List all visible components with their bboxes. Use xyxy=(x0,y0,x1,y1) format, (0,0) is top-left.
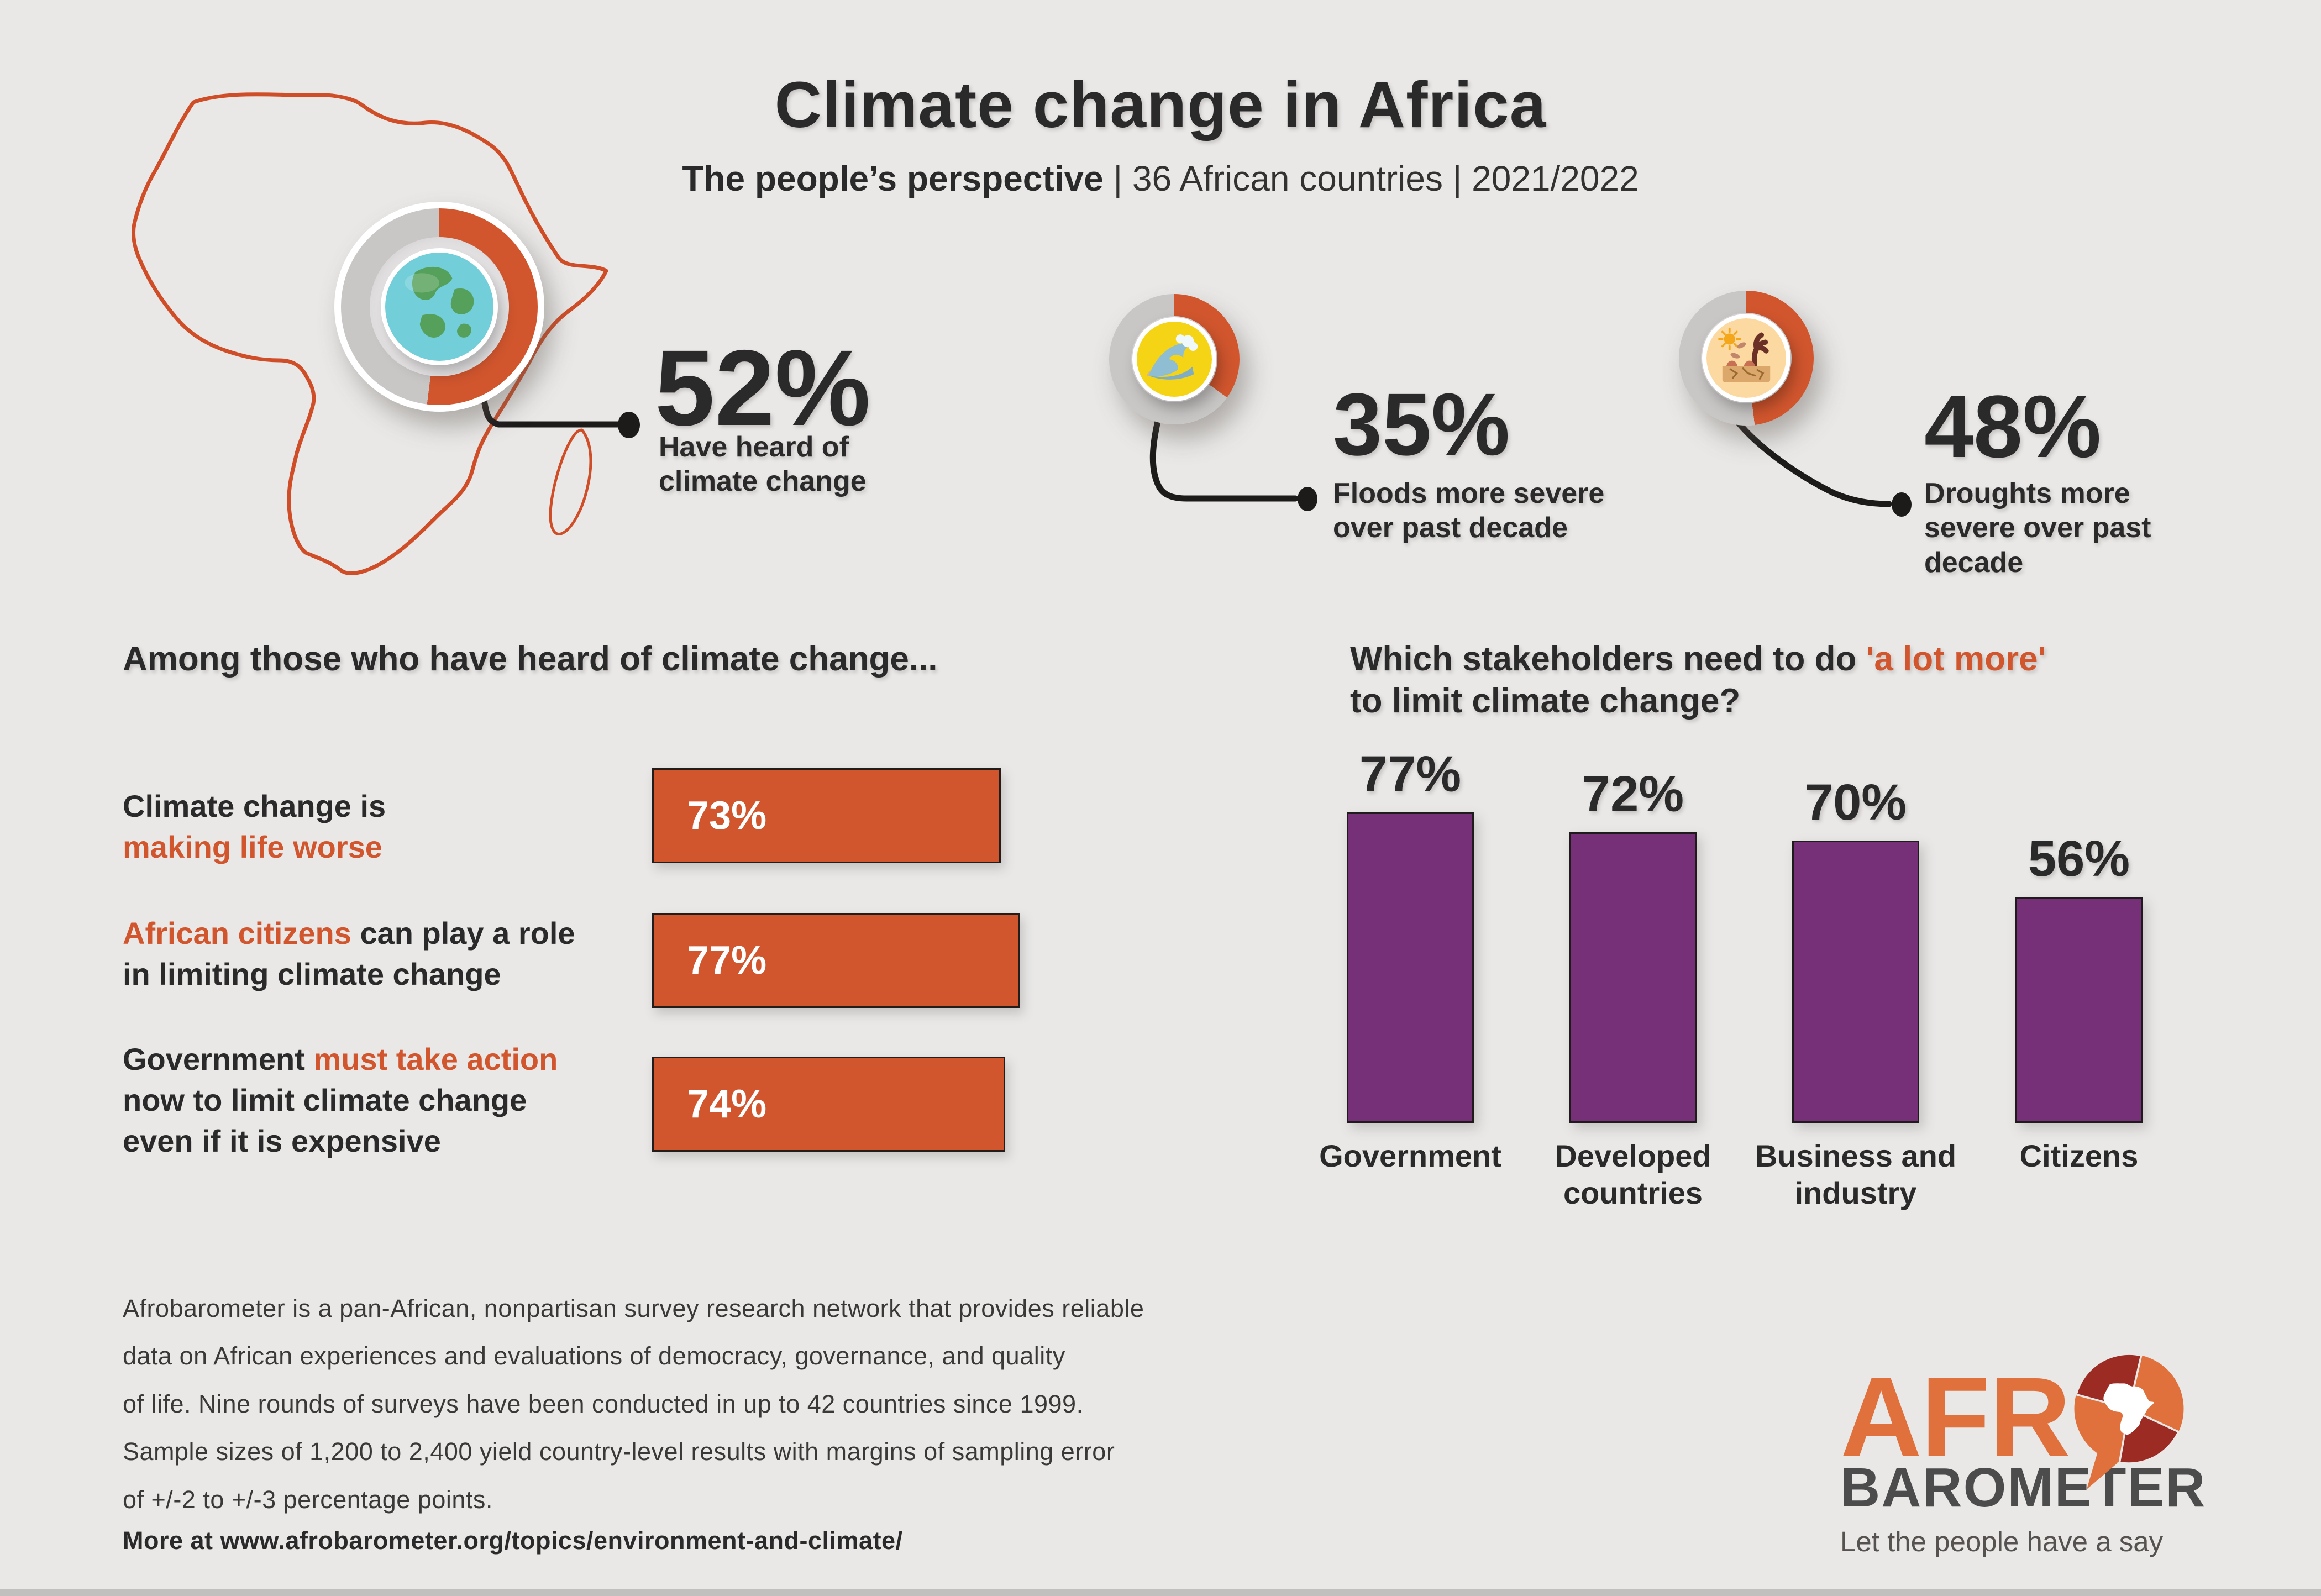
vbar-column-developed-countries: 72% xyxy=(1569,765,1697,1123)
hbar-life-worse: 73% xyxy=(652,768,1001,863)
left-section-heading: Among those who have heard of climate ch… xyxy=(123,640,938,678)
connector-dot-droughts xyxy=(1892,492,1912,517)
stat-value-droughts: 48% xyxy=(1924,377,2102,476)
connector-dot-heard xyxy=(618,412,640,438)
vbar-column-citizens: 56% xyxy=(2015,830,2143,1123)
afrobarometer-logo: AFR BAROMETER Let the people have a say xyxy=(1840,1353,2271,1558)
vbar-column-business-industry: 70% xyxy=(1792,774,1919,1123)
speech-bubble-africa-icon xyxy=(2074,1353,2184,1489)
vbar-business-industry xyxy=(1792,841,1919,1123)
bar-row-label-life-worse: Climate change is making life worse xyxy=(123,789,386,864)
vbar-value-label: 72% xyxy=(1582,766,1684,822)
stat-label-floods: Floods more severe over past decade xyxy=(1333,477,1605,544)
page-title: Climate change in Africa xyxy=(774,69,1547,141)
donut-chart-floods xyxy=(1109,294,1240,424)
logo-barometer-text: BAROMETER xyxy=(1840,1457,2207,1519)
vbar-value-label: 70% xyxy=(1804,774,1907,831)
drought-icon xyxy=(1706,318,1786,398)
hbar-citizens-role: 77% xyxy=(652,913,1020,1008)
subtitle-rest-text: | 36 African countries | 2021/2022 xyxy=(1103,159,1639,198)
vbar-category-business-industry: Business and industry xyxy=(1755,1138,1957,1211)
vbar-developed-countries xyxy=(1569,832,1697,1123)
vbar-category-government: Government xyxy=(1319,1138,1501,1173)
bar-row-label-government-action: Government must take action now to limit… xyxy=(123,1042,558,1158)
connector-line-floods xyxy=(1149,411,1299,502)
logo-tagline: Let the people have a say xyxy=(1840,1526,2164,1557)
stat-label-heard: Have heard of climate change xyxy=(659,431,867,498)
right-section-heading: Which stakeholders need to do 'a lot mor… xyxy=(1350,640,2046,720)
donut-chart-droughts xyxy=(1679,291,1814,426)
stat-value-heard: 52% xyxy=(655,328,871,448)
madagascar-outline-icon xyxy=(549,428,592,536)
donut-hole xyxy=(1701,313,1792,403)
wave-icon xyxy=(1137,322,1212,397)
vbar-category-developed-countries: Developed countries xyxy=(1555,1138,1711,1211)
hbar-value-label: 74% xyxy=(687,1082,767,1126)
bar-row-label-citizens-role: African citizens can play a role in limi… xyxy=(123,916,575,991)
donut-chart-heard xyxy=(334,202,544,412)
hbar-value-label: 73% xyxy=(687,794,767,838)
footer-more-url: More at www.afrobarometer.org/topics/env… xyxy=(123,1526,903,1555)
globe-icon xyxy=(385,253,493,361)
donut-hole xyxy=(370,237,509,376)
vbar-value-label: 56% xyxy=(2028,831,2130,887)
hbar-government-action: 74% xyxy=(652,1057,1005,1152)
connector-line-droughts xyxy=(1728,410,1892,507)
logo-afr-text: AFR xyxy=(1840,1354,2071,1481)
vbar-column-government: 77% xyxy=(1347,746,1474,1123)
drought-icon-circle xyxy=(1702,314,1790,402)
footer-description: Afrobarometer is a pan-African, nonparti… xyxy=(123,1294,1144,1514)
vbar-citizens xyxy=(2015,897,2143,1123)
bottom-edge-strip xyxy=(0,1589,2321,1596)
vbar-category-citizens: Citizens xyxy=(2019,1138,2139,1173)
vbar-value-label: 77% xyxy=(1359,746,1462,802)
subtitle-bold-text: The people’s perspective xyxy=(682,159,1104,198)
vbar-government xyxy=(1347,812,1474,1123)
hbar-value-label: 77% xyxy=(687,938,767,983)
globe-icon-circle xyxy=(381,248,498,365)
connector-dot-floods xyxy=(1298,487,1317,511)
page-subtitle: The people’s perspective | 36 African co… xyxy=(0,158,2321,199)
connector-line-heard xyxy=(477,384,621,428)
stat-label-droughts: Droughts more severe over past decade xyxy=(1924,477,2151,579)
wave-icon-circle xyxy=(1132,317,1216,401)
stat-value-floods: 35% xyxy=(1333,375,1510,474)
donut-hole xyxy=(1131,316,1217,402)
